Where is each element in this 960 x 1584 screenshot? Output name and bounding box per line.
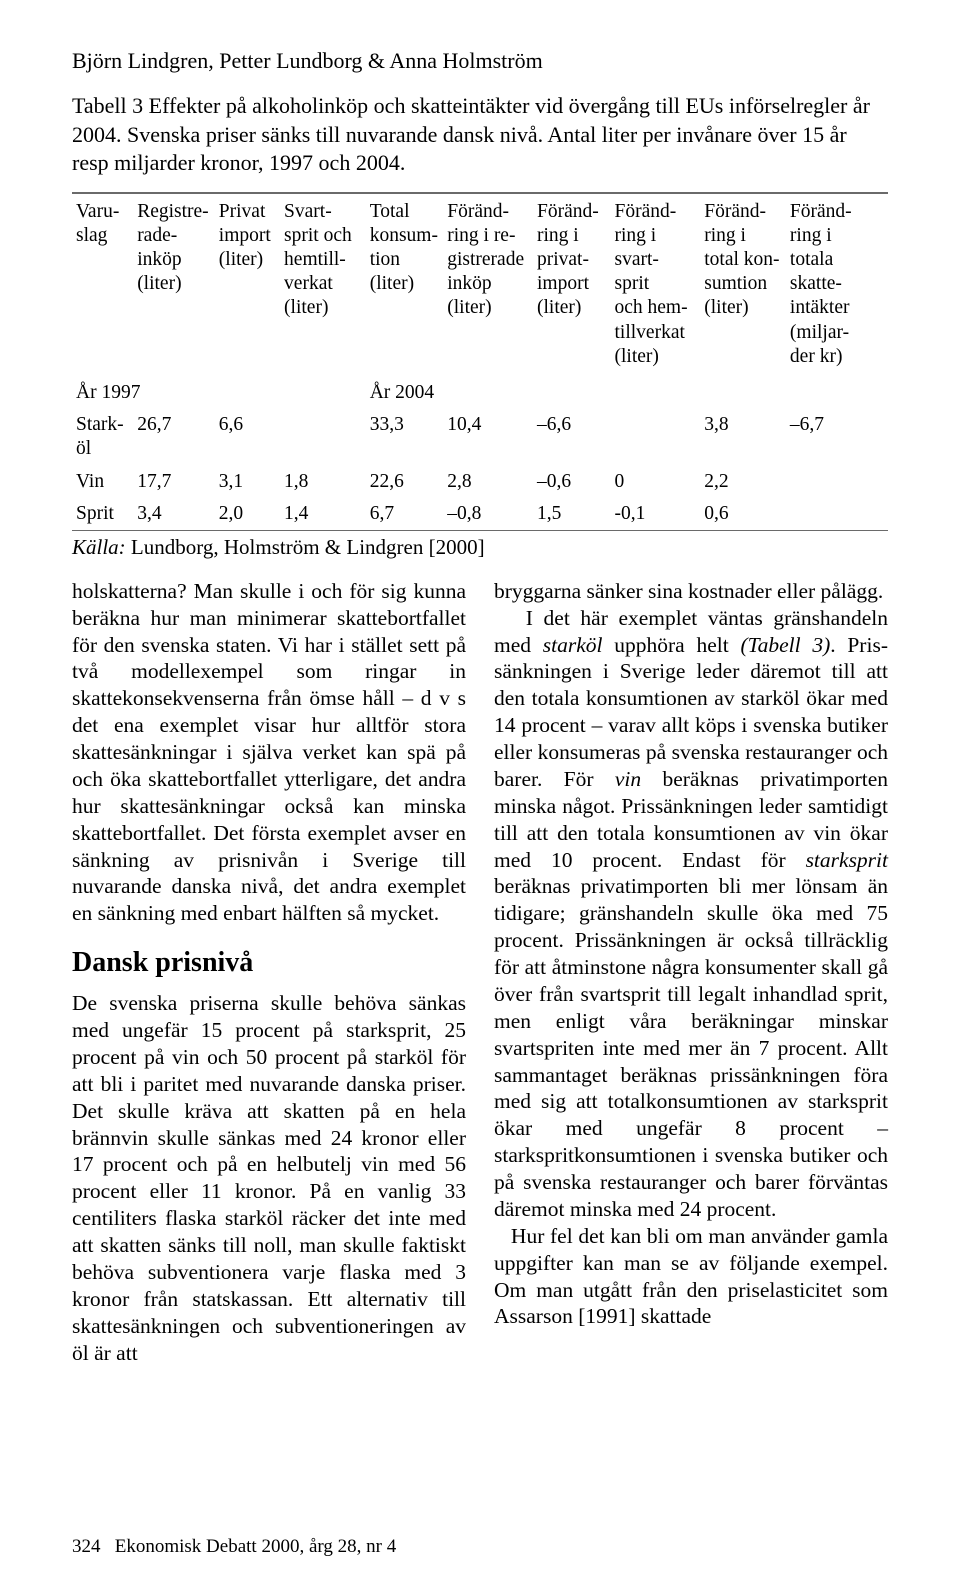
- year-1997: År 1997: [72, 377, 366, 409]
- body-columns: holskatterna? Man skulle i och för sig k…: [72, 578, 888, 1367]
- page-number: 324: [72, 1536, 101, 1557]
- cell: 1,4: [280, 498, 366, 530]
- cell: 2,2: [700, 466, 786, 498]
- cell: 0,6: [700, 498, 786, 530]
- source-text: Lundborg, Holmström & Lindgren [2000]: [131, 535, 485, 559]
- section-heading: Dansk prisnivå: [72, 945, 466, 980]
- body-paragraph: holskatterna? Man skulle i och för sig k…: [72, 578, 466, 927]
- table-caption: Tabell 3 Effekter på alkoholinköp och sk…: [72, 92, 888, 178]
- col-varuslag: Varu- slag: [72, 194, 133, 377]
- cell: –0,8: [443, 498, 533, 530]
- cell: 3,1: [215, 466, 280, 498]
- cell: 1,5: [533, 498, 611, 530]
- col-svartsprit: Svart- sprit och hemtill- verkat (liter): [280, 194, 366, 377]
- col-registrerade: Registre- rade- inköp (liter): [133, 194, 215, 377]
- cell: –6,6: [533, 409, 611, 465]
- table-row: Vin 17,7 3,1 1,8 22,6 2,8 –0,6 0 2,2: [72, 466, 888, 498]
- body-paragraph: De svenska priserna skulle behöva sänkas…: [72, 990, 466, 1366]
- table-source: Källa: Lundborg, Holmström & Lindgren [2…: [72, 535, 888, 560]
- year-row: År 1997 År 2004: [72, 377, 888, 409]
- cell: Sprit: [72, 498, 133, 530]
- italic-run: (Tabell 3): [740, 633, 830, 657]
- body-paragraph: I det här exemplet väntas gränshandeln m…: [494, 605, 888, 1223]
- cell: Vin: [72, 466, 133, 498]
- year-2004: År 2004: [366, 377, 888, 409]
- cell: Stark- öl: [72, 409, 133, 465]
- col-forandring-privat: Föränd- ring i privat- import (liter): [533, 194, 611, 377]
- italic-run: starksprit: [806, 848, 888, 872]
- cell: 26,7: [133, 409, 215, 465]
- cell: 6,7: [366, 498, 444, 530]
- cell: [786, 466, 888, 498]
- italic-run: vin: [615, 767, 641, 791]
- cell: 3,8: [700, 409, 786, 465]
- table-header-row: Varu- slag Registre- rade- inköp (liter)…: [72, 194, 888, 377]
- page-footer: 324 Ekonomisk Debatt 2000, årg 28, nr 4: [72, 1536, 396, 1558]
- body-paragraph: Hur fel det kan bli om man använder gaml…: [494, 1223, 888, 1331]
- data-table: År 1997 År 2004 Varu- slag Registre- rad…: [72, 194, 888, 530]
- cell: 2,0: [215, 498, 280, 530]
- cell: –0,6: [533, 466, 611, 498]
- cell: 3,4: [133, 498, 215, 530]
- italic-run: starköl: [543, 633, 603, 657]
- cell: 6,6: [215, 409, 280, 465]
- table-row: Sprit 3,4 2,0 1,4 6,7 –0,8 1,5 -0,1 0,6: [72, 498, 888, 530]
- cell: -0,1: [611, 498, 701, 530]
- col-privat-import: Privat import (liter): [215, 194, 280, 377]
- table-bottom-rule: [72, 530, 888, 531]
- cell: 17,7: [133, 466, 215, 498]
- cell: 33,3: [366, 409, 444, 465]
- col-forandring-svart: Föränd- ring i svart- sprit och hem- til…: [611, 194, 701, 377]
- source-label: Källa:: [72, 535, 126, 559]
- table-label: Tabell 3: [72, 93, 143, 118]
- body-paragraph: bryggarna sänker sina kostnader eller på…: [494, 578, 888, 605]
- table-caption-text: Effekter på alkoholinköp och skatteintäk…: [72, 93, 870, 175]
- cell: [611, 409, 701, 465]
- table-row: Stark- öl 26,7 6,6 33,3 10,4 –6,6 3,8 –6…: [72, 409, 888, 465]
- journal-ref: Ekonomisk Debatt 2000, årg 28, nr 4: [115, 1536, 396, 1557]
- col-forandring-reg: Föränd- ring i re- gistrerade inköp (lit…: [443, 194, 533, 377]
- text-run: beräknas privatimporten bli mer lönsam ä…: [494, 874, 888, 1221]
- cell: [280, 409, 366, 465]
- cell: 0: [611, 466, 701, 498]
- cell: [786, 498, 888, 530]
- cell: –6,7: [786, 409, 888, 465]
- cell: 22,6: [366, 466, 444, 498]
- col-total-konsumtion: Total konsum- tion (liter): [366, 194, 444, 377]
- cell: 2,8: [443, 466, 533, 498]
- text-run: upphöra helt: [603, 633, 741, 657]
- col-forandring-skatte: Föränd- ring i totala skatte- intäkter (…: [786, 194, 888, 377]
- col-forandring-total: Föränd- ring i total kon- sumtion (liter…: [700, 194, 786, 377]
- author-line: Björn Lindgren, Petter Lundborg & Anna H…: [72, 48, 888, 74]
- cell: 10,4: [443, 409, 533, 465]
- cell: 1,8: [280, 466, 366, 498]
